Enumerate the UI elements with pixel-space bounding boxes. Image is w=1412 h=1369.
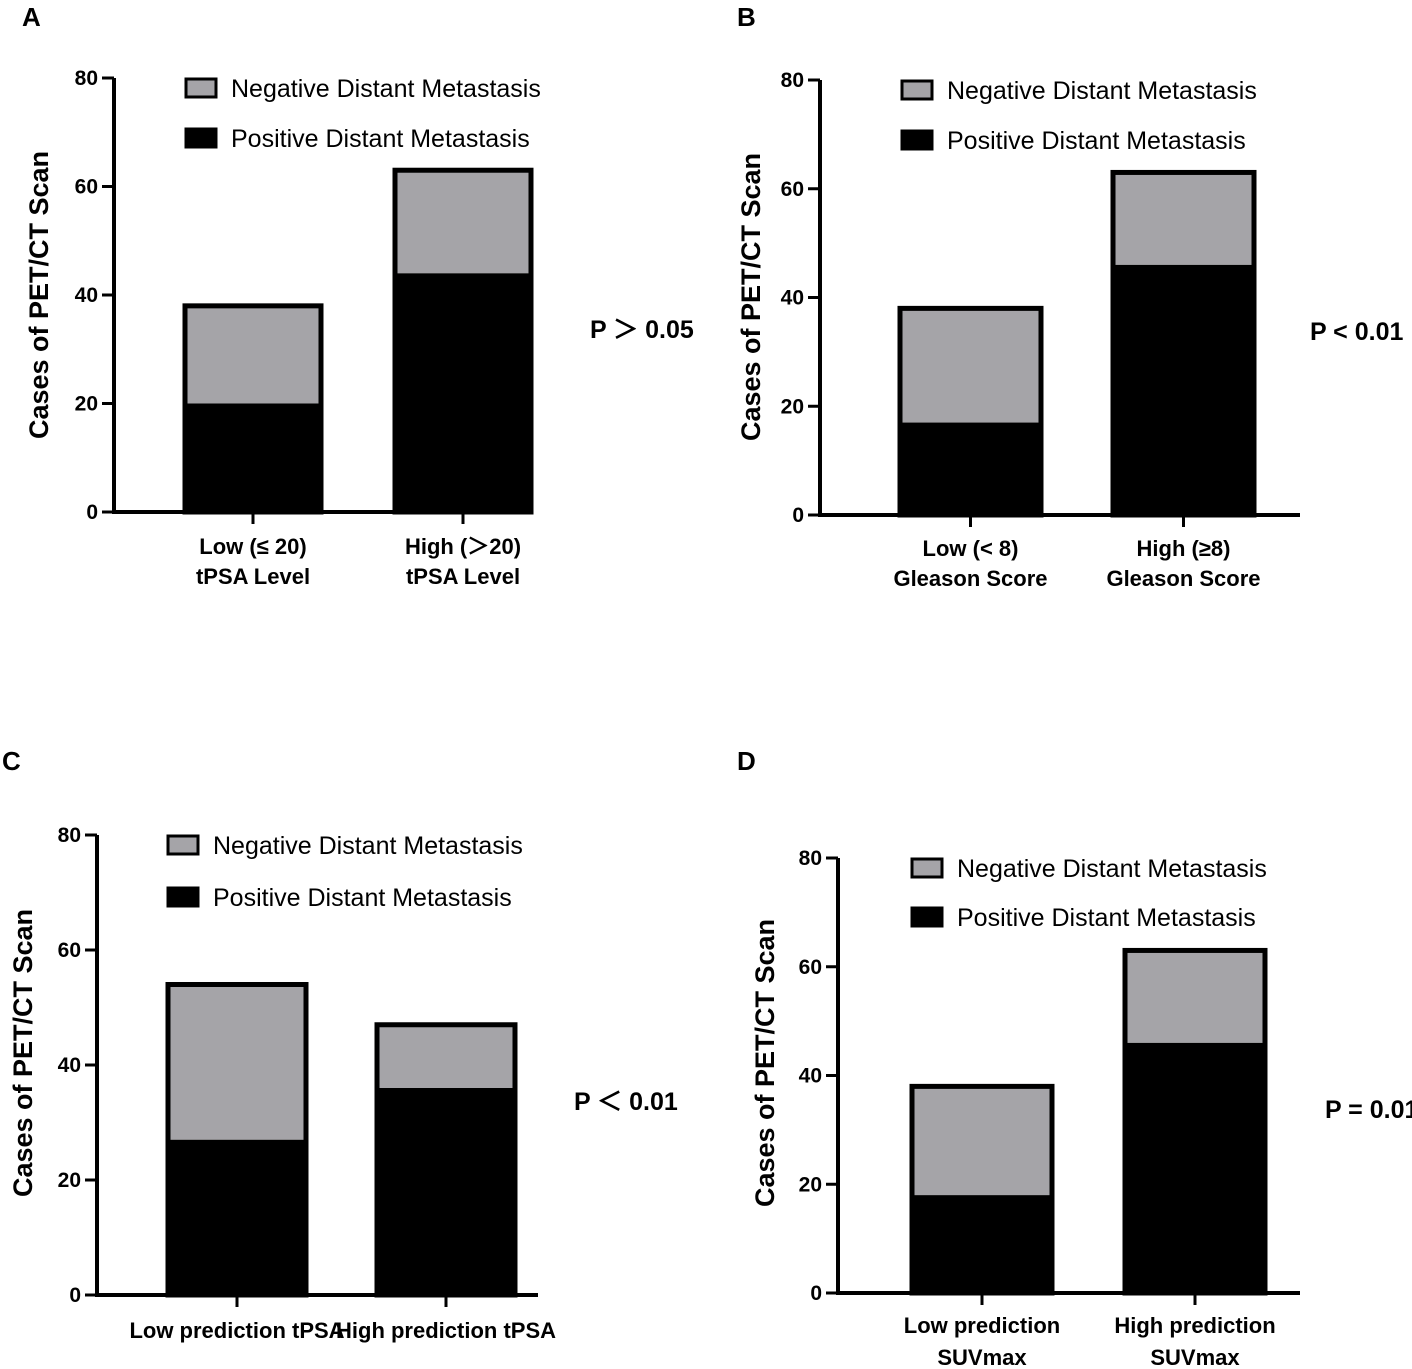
- bar-positive: [900, 422, 1041, 515]
- category-label: High prediction: [1114, 1313, 1275, 1338]
- bar-negative: [912, 1086, 1052, 1196]
- y-tick-label: 80: [75, 67, 98, 90]
- legend-swatch: [166, 834, 200, 856]
- y-axis-label: Cases of PET/CT Scan: [750, 919, 780, 1207]
- bar-positive: [1113, 264, 1254, 515]
- p-value-annotation: P = 0.01: [1325, 1096, 1412, 1124]
- y-tick-label: 20: [799, 1173, 822, 1196]
- category-label: High prediction tPSA: [336, 1318, 556, 1343]
- bar-negative: [900, 308, 1041, 423]
- legend-swatch: [910, 906, 944, 928]
- y-tick-label: 60: [58, 939, 81, 962]
- y-axis-label: Cases of PET/CT Scan: [736, 153, 766, 441]
- panel-letter: C: [2, 746, 21, 776]
- legend-label: Negative Distant Metastasis: [957, 855, 1267, 883]
- bar-positive: [395, 273, 531, 512]
- bar-negative: [395, 170, 531, 274]
- category-label: Gleason Score: [893, 566, 1047, 591]
- legend-swatch: [166, 886, 200, 908]
- legend-swatch: [184, 77, 218, 99]
- bar-positive: [168, 1139, 306, 1295]
- bar-positive: [1125, 1042, 1265, 1293]
- category-label: Gleason Score: [1106, 566, 1260, 591]
- bar-negative: [185, 305, 321, 404]
- category-label: tPSA Level: [406, 564, 520, 589]
- bar-positive: [912, 1195, 1052, 1293]
- legend-swatch: [900, 79, 934, 101]
- y-tick-label: 40: [75, 284, 98, 307]
- chart-panel-a: A Cases of PET/CT Scan 0 20 40 60 80 Low (≤ 20)…: [22, 2, 694, 589]
- y-tick-label: 80: [781, 69, 804, 92]
- legend-swatch: [184, 127, 218, 149]
- category-label: Low (≤ 20): [199, 534, 306, 559]
- chart-panel-d: D Cases of PET/CT Scan 0 20 40 60 80 Low predic…: [737, 746, 1412, 1369]
- y-tick-label: 0: [810, 1282, 822, 1305]
- p-value-annotation: P ＜ 0.01: [574, 1088, 678, 1116]
- bar-negative: [377, 1024, 515, 1088]
- y-tick-label: 80: [799, 847, 822, 870]
- bar-positive: [377, 1088, 515, 1295]
- legend-swatch: [910, 857, 944, 879]
- y-axis-label: Cases of PET/CT Scan: [8, 909, 38, 1197]
- legend-label: Negative Distant Metastasis: [213, 832, 523, 860]
- panel-letter: A: [22, 2, 41, 32]
- legend-label: Positive Distant Metastasis: [213, 884, 512, 912]
- y-tick-label: 60: [75, 176, 98, 199]
- category-label: SUVmax: [937, 1345, 1027, 1369]
- y-tick-label: 40: [799, 1065, 822, 1088]
- p-value-annotation: P < 0.01: [1310, 318, 1403, 346]
- y-tick-label: 60: [781, 178, 804, 201]
- y-tick-label: 20: [75, 393, 98, 416]
- legend-label: Positive Distant Metastasis: [231, 125, 530, 153]
- bar-negative: [1125, 950, 1265, 1043]
- y-tick-label: 0: [69, 1284, 81, 1307]
- category-label: High (≥8): [1137, 536, 1231, 561]
- y-tick-label: 0: [86, 501, 98, 524]
- y-tick-label: 40: [781, 287, 804, 310]
- p-value-annotation: P ＞ 0.05: [590, 316, 694, 344]
- panel-letter: B: [737, 2, 756, 32]
- legend-label: Positive Distant Metastasis: [957, 904, 1256, 932]
- legend-swatch: [900, 129, 934, 151]
- legend-label: Positive Distant Metastasis: [947, 127, 1246, 155]
- chart-panel-b: B Cases of PET/CT Scan 0 20 40 60 80 Low (< 8) G…: [736, 2, 1403, 591]
- y-tick-label: 40: [58, 1054, 81, 1077]
- category-label: Low prediction tPSA: [129, 1318, 344, 1343]
- legend-label: Negative Distant Metastasis: [231, 75, 541, 103]
- category-label: SUVmax: [1150, 1345, 1240, 1369]
- legend-label: Negative Distant Metastasis: [947, 77, 1257, 105]
- category-label: Low prediction: [904, 1313, 1060, 1338]
- bar-negative: [168, 984, 306, 1140]
- category-label: High (＞20): [405, 534, 521, 559]
- y-tick-label: 0: [792, 504, 804, 527]
- chart-panel-c: C Cases of PET/CT Scan 0 20 40 60 80 Low predic…: [2, 746, 678, 1343]
- panel-letter: D: [737, 746, 756, 776]
- bar-negative: [1113, 172, 1254, 265]
- y-tick-label: 20: [781, 395, 804, 418]
- y-tick-label: 60: [799, 956, 822, 979]
- category-label: Low (< 8): [923, 536, 1019, 561]
- y-tick-label: 80: [58, 824, 81, 847]
- y-tick-label: 20: [58, 1169, 81, 1192]
- bar-positive: [185, 403, 321, 512]
- y-axis-label: Cases of PET/CT Scan: [24, 151, 54, 439]
- category-label: tPSA Level: [196, 564, 310, 589]
